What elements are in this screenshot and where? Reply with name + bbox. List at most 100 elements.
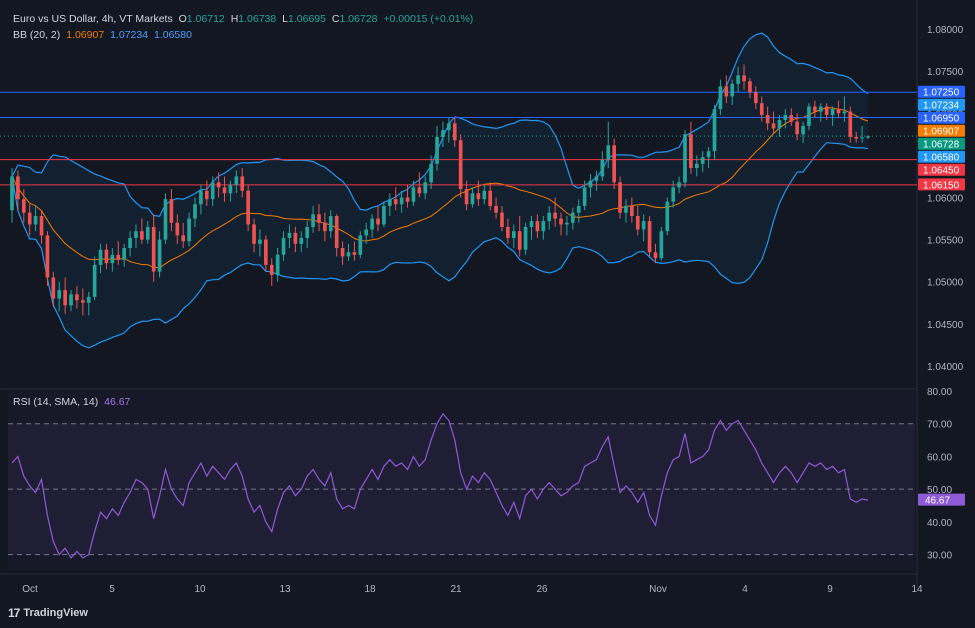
- candle-body: [175, 222, 180, 236]
- low-value: 1.06695: [288, 13, 326, 25]
- candle-body: [547, 212, 552, 222]
- candle-body: [27, 212, 32, 225]
- candle-body: [494, 205, 498, 213]
- candle-body: [281, 237, 286, 255]
- rsi-tick-label: 60.00: [927, 452, 952, 463]
- bb-legend[interactable]: BB (20, 2) 1.06907 1.07234 1.06580: [13, 29, 195, 41]
- rsi-tick-label: 80.00: [927, 387, 952, 398]
- tradingview-logo[interactable]: 17 TradingView: [8, 606, 88, 620]
- candle-body: [435, 136, 439, 164]
- candle-body: [98, 249, 103, 265]
- candle-body: [110, 254, 115, 264]
- candle-body: [204, 190, 209, 200]
- candle-body: [511, 231, 516, 238]
- candle-body: [264, 239, 268, 265]
- price-axis-tag-label: 1.07234: [923, 101, 960, 112]
- time-tick-label: 13: [279, 584, 291, 595]
- candle-body: [848, 111, 853, 137]
- candle-body: [134, 231, 138, 238]
- time-tick-label: 21: [450, 584, 462, 595]
- rsi-axis-tag-label: 46.67: [925, 496, 950, 507]
- candle-body: [771, 123, 776, 129]
- rsi-pane-background: [8, 391, 915, 571]
- time-tick-label: 4: [742, 584, 748, 595]
- candle-body: [145, 226, 150, 240]
- price-tick-label: 1.04000: [927, 362, 964, 373]
- candle-body: [742, 75, 746, 82]
- candle-body: [441, 130, 445, 137]
- candle-body: [624, 205, 628, 213]
- candle-body: [777, 120, 782, 129]
- price-tick-label: 1.08000: [927, 25, 964, 36]
- candle-body: [157, 239, 162, 272]
- candle-body: [807, 106, 811, 126]
- rsi-value: 46.67: [104, 396, 131, 408]
- candle-body: [842, 111, 847, 114]
- candle-body: [181, 235, 186, 242]
- close-label: C: [331, 13, 340, 25]
- candle-body: [860, 137, 864, 139]
- candle-body: [75, 294, 79, 301]
- rsi-tick-label: 40.00: [927, 518, 952, 529]
- candle-body: [700, 157, 705, 164]
- rsi-axis-tag: [918, 493, 965, 506]
- candle-body: [665, 201, 670, 232]
- candle-body: [240, 176, 245, 191]
- candle-body: [830, 109, 835, 115]
- candle-body: [81, 300, 85, 303]
- rsi-tick-label: 50.00: [927, 485, 952, 496]
- candle-body: [246, 190, 250, 225]
- candle-body: [299, 237, 304, 244]
- candle-body: [612, 145, 616, 183]
- candle-body: [370, 218, 374, 230]
- candle-body: [128, 237, 132, 249]
- candle-body: [16, 176, 20, 200]
- bb-lower-value: 1.06580: [153, 29, 192, 41]
- candle-body: [417, 187, 422, 194]
- close-value: 1.06728: [339, 13, 378, 25]
- candle-body: [387, 199, 392, 206]
- candle-body: [754, 92, 758, 104]
- candle-body: [311, 214, 315, 227]
- open-value: 1.06712: [186, 13, 225, 25]
- rsi-label: RSI (14, SMA, 14): [13, 396, 99, 408]
- candle-body: [659, 231, 664, 259]
- candle-body: [104, 249, 109, 264]
- symbol-title[interactable]: Euro vs US Dollar, 4h, VT Markets: [13, 13, 173, 25]
- candle-body: [187, 218, 191, 242]
- rsi-tick-label: 70.00: [927, 420, 952, 431]
- time-tick-label: 26: [536, 584, 548, 595]
- candle-body: [559, 218, 563, 225]
- candle-body: [683, 134, 687, 183]
- candle-body: [541, 221, 546, 232]
- candle-body: [376, 218, 380, 225]
- candle-body: [818, 106, 823, 112]
- time-tick-label: 5: [109, 584, 115, 595]
- candle-body: [116, 254, 121, 260]
- rsi-legend[interactable]: RSI (14, SMA, 14) 46.67: [13, 396, 133, 408]
- time-tick-label: Nov: [649, 584, 667, 595]
- rsi-band-fill: [8, 423, 915, 555]
- candle-body: [252, 224, 256, 244]
- candle-body: [535, 221, 540, 232]
- candle-body: [464, 189, 469, 205]
- price-tick-label: 1.06000: [927, 194, 964, 205]
- candle-body: [606, 145, 611, 160]
- open-label: O: [178, 13, 187, 25]
- candle-body: [334, 216, 339, 249]
- candle-body: [169, 199, 174, 223]
- candle-body: [328, 216, 333, 232]
- candle-body: [824, 106, 829, 115]
- candle-body: [216, 182, 221, 188]
- candle-body: [724, 86, 729, 97]
- price-axis-tag-label: 1.06150: [923, 180, 960, 191]
- candle-body: [163, 199, 168, 240]
- candle-body: [358, 235, 363, 255]
- candle-body: [269, 264, 274, 275]
- high-label: H: [230, 13, 239, 25]
- candle-body: [423, 182, 428, 194]
- candle-body: [21, 199, 26, 213]
- candle-body: [801, 125, 805, 135]
- candle-body: [69, 294, 73, 306]
